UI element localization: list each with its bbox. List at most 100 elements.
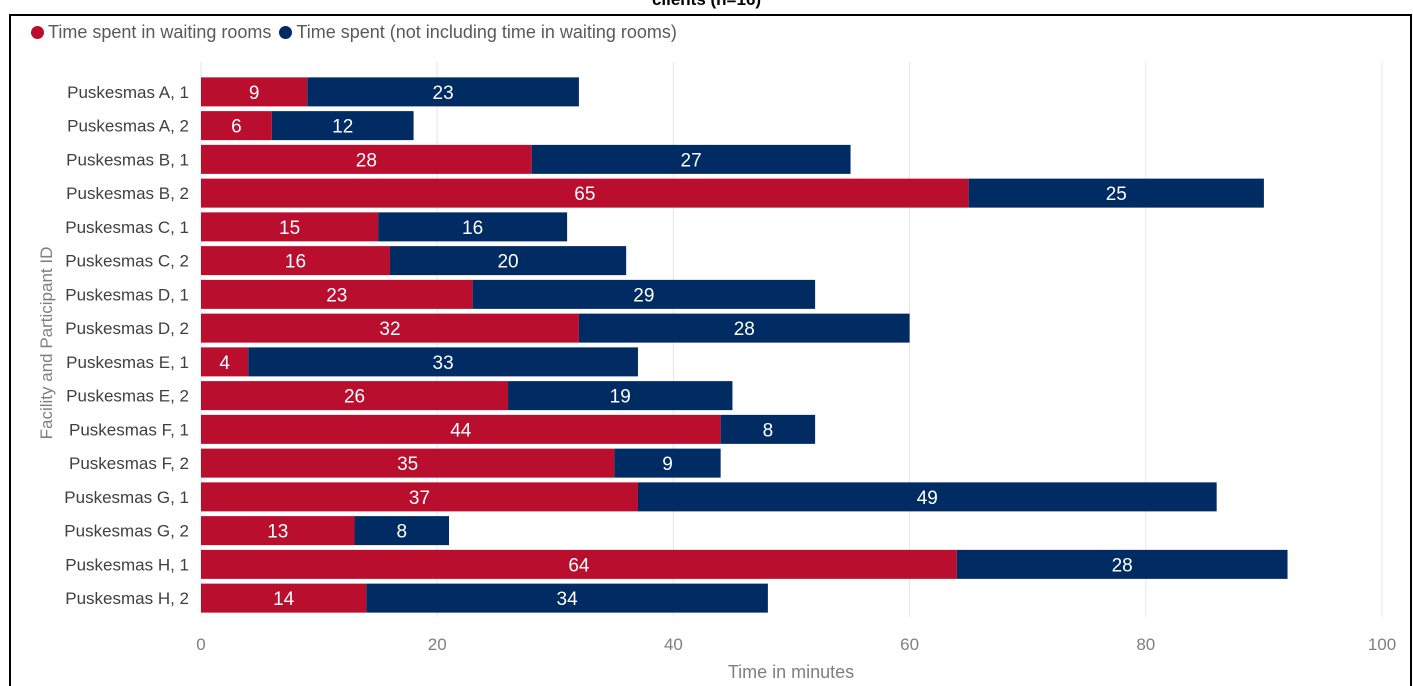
bar-waiting-room	[201, 111, 272, 141]
data-label: 9	[249, 83, 260, 104]
chart-title-clip: clients (n=16)	[0, 0, 1413, 14]
data-label: 20	[497, 252, 518, 273]
category-label: Puskesmas G, 2	[64, 522, 189, 541]
data-label: 25	[1106, 184, 1127, 205]
category-label: Puskesmas D, 1	[65, 285, 189, 304]
x-tick-label: 100	[1368, 635, 1396, 654]
chart-frame	[9, 14, 1412, 686]
bar-waiting-room	[201, 414, 721, 444]
bar-not-waiting	[956, 549, 1288, 579]
data-label: 12	[332, 117, 353, 138]
data-label: 8	[396, 522, 407, 543]
bar-not-waiting	[389, 246, 627, 276]
bar-not-waiting	[366, 583, 768, 613]
x-tick-label: 80	[1136, 635, 1155, 654]
bar-not-waiting	[531, 144, 851, 174]
category-label: Puskesmas B, 2	[66, 184, 189, 203]
category-label: Puskesmas B, 1	[66, 150, 189, 169]
bar-waiting-room	[201, 178, 969, 208]
data-label: 23	[433, 83, 454, 104]
data-label: 28	[356, 150, 377, 171]
data-label: 35	[397, 454, 418, 475]
x-tick-label: 60	[900, 635, 919, 654]
data-label: 14	[273, 589, 295, 610]
data-label: 15	[279, 218, 300, 239]
data-label: 65	[574, 184, 595, 205]
data-label: 27	[681, 150, 702, 171]
bar-waiting-room	[201, 347, 249, 377]
data-label: 37	[409, 488, 430, 509]
bar-not-waiting	[354, 516, 450, 546]
data-label: 32	[379, 319, 400, 340]
legend-label-waiting: Time spent in waiting rooms	[48, 21, 272, 42]
category-label: Puskesmas D, 2	[65, 319, 189, 338]
bar-not-waiting	[720, 414, 816, 444]
x-tick-label: 40	[664, 635, 683, 654]
category-label: Puskesmas E, 1	[66, 353, 189, 372]
data-label: 44	[450, 420, 472, 441]
category-label: Puskesmas F, 1	[69, 420, 189, 439]
data-label: 34	[557, 589, 579, 610]
legend-item-not-waiting: Time spent (not including time in waitin…	[279, 22, 677, 43]
bar-not-waiting	[307, 77, 579, 107]
legend-label-not-waiting: Time spent (not including time in waitin…	[296, 21, 677, 42]
x-tick-label: 20	[428, 635, 447, 654]
x-axis-label: Time in minutes	[728, 662, 854, 682]
bar-waiting-room	[201, 144, 532, 174]
data-label: 28	[734, 319, 755, 340]
category-label: Puskesmas A, 1	[67, 83, 189, 102]
x-tick-label: 0	[196, 635, 205, 654]
data-label: 23	[326, 285, 347, 306]
data-label: 19	[610, 387, 631, 408]
bar-waiting-room	[201, 516, 355, 546]
legend-item-waiting: Time spent in waiting rooms	[31, 22, 271, 43]
bar-waiting-room	[201, 246, 390, 276]
bar-waiting-room	[201, 313, 579, 343]
category-label: Puskesmas H, 2	[65, 589, 189, 608]
bar-not-waiting	[248, 347, 638, 377]
data-label: 16	[462, 218, 483, 239]
data-label: 4	[219, 353, 230, 374]
bar-waiting-room	[201, 482, 638, 512]
data-label: 8	[763, 420, 774, 441]
data-label: 6	[231, 117, 242, 138]
category-label: Puskesmas C, 2	[65, 252, 189, 271]
data-label: 29	[633, 285, 654, 306]
data-label: 9	[662, 454, 673, 475]
bar-not-waiting	[614, 448, 721, 478]
x-tick-labels: 0 20 40 60 80 100	[196, 635, 1396, 654]
bar-not-waiting	[271, 111, 414, 141]
data-label: 49	[917, 488, 938, 509]
bar-not-waiting	[578, 313, 910, 343]
y-axis-label: Facility and Participant ID	[37, 247, 56, 440]
bar-waiting-room	[201, 448, 615, 478]
chart-legend: Time spent in waiting rooms Time spent (…	[31, 21, 685, 43]
data-label: 28	[1112, 555, 1133, 576]
data-label: 64	[568, 555, 590, 576]
bar-waiting-room	[201, 549, 957, 579]
data-label: 16	[285, 252, 306, 273]
data-label: 13	[267, 522, 288, 543]
bar-waiting-room	[201, 381, 509, 411]
bar-not-waiting	[378, 212, 568, 242]
legend-marker-waiting	[31, 25, 44, 39]
bar-not-waiting	[968, 178, 1264, 208]
category-label: Puskesmas F, 2	[69, 454, 189, 473]
bar-not-waiting	[637, 482, 1217, 512]
bar-waiting-room	[201, 583, 367, 613]
bar-waiting-room	[201, 77, 308, 107]
category-label: Puskesmas A, 2	[67, 117, 189, 136]
bar-waiting-room	[201, 212, 379, 242]
category-label: Puskesmas C, 1	[65, 218, 189, 237]
category-labels: Puskesmas A, 1 Puskesmas A, 2 Puskesmas B,…	[64, 83, 189, 608]
chart-title: clients (n=16)	[0, 0, 1413, 10]
data-label: 26	[344, 387, 365, 408]
bar-not-waiting	[472, 279, 816, 309]
category-label: Puskesmas G, 1	[64, 488, 189, 507]
legend-marker-not-waiting	[279, 25, 293, 39]
data-label: 33	[433, 353, 454, 374]
bar-waiting-room	[201, 279, 473, 309]
category-label: Puskesmas E, 2	[66, 387, 189, 406]
